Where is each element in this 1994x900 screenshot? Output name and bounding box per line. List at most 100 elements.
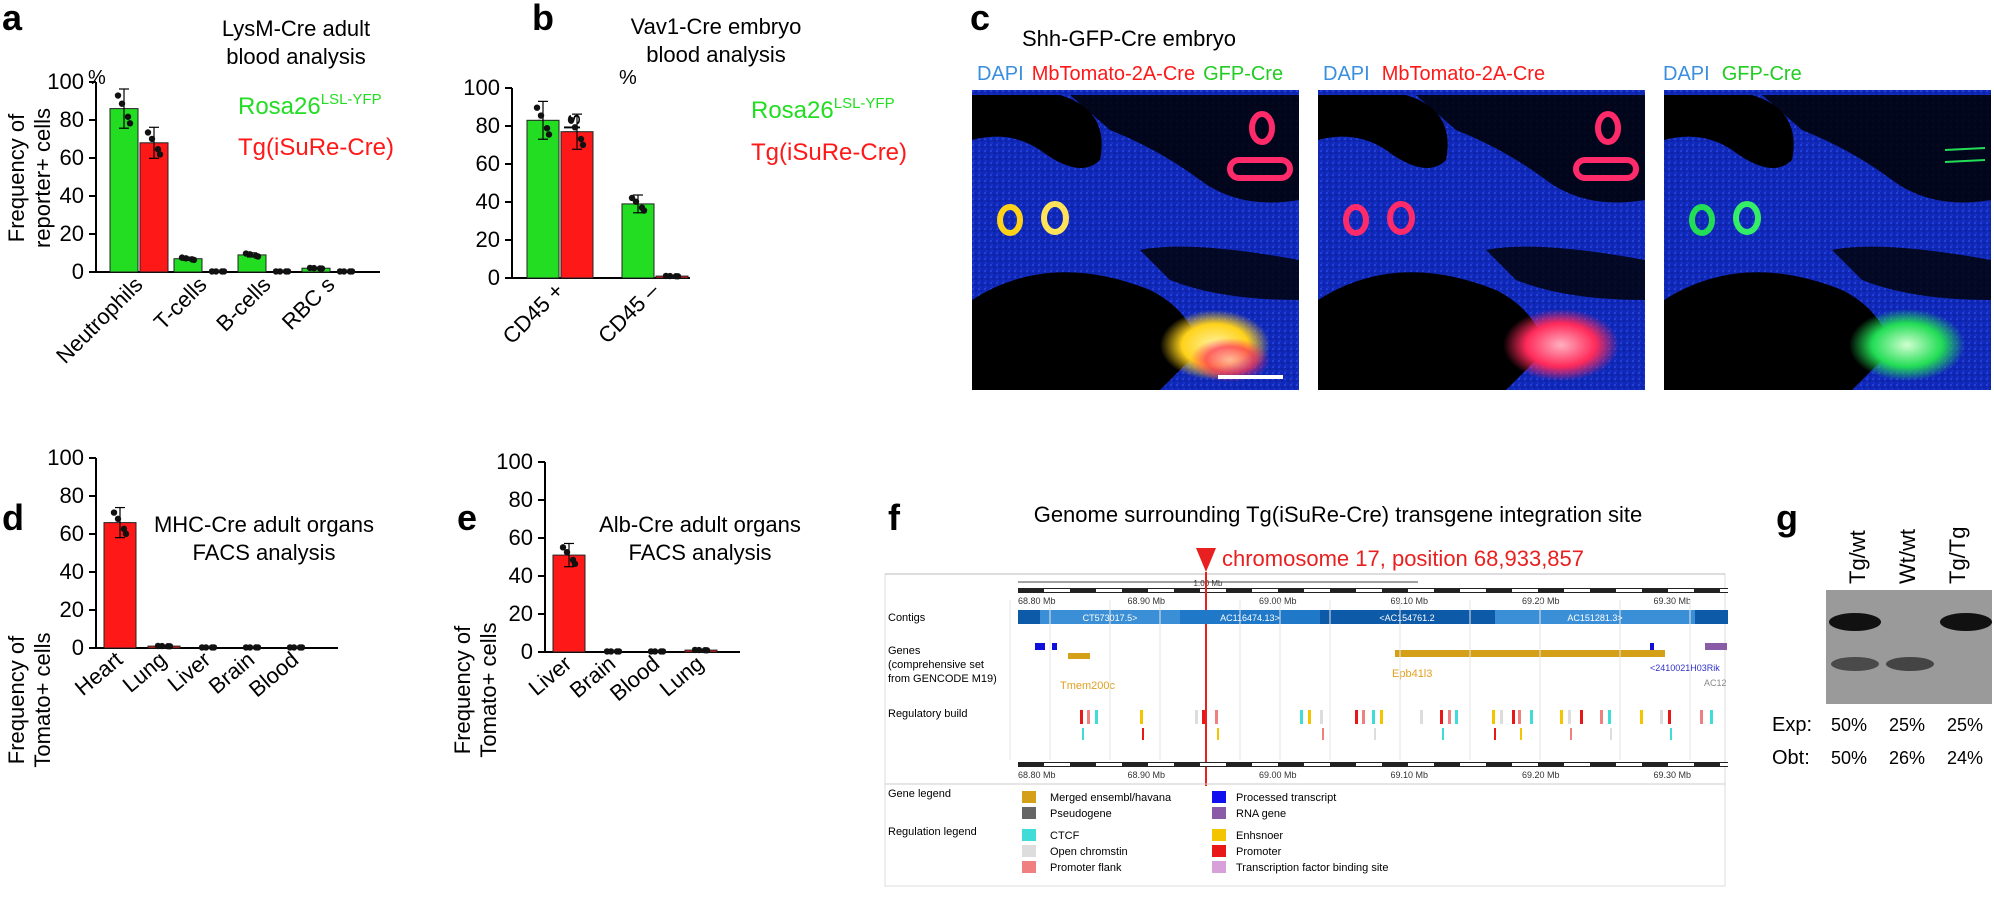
chart-b-legend-rosa: Rosa26LSL-YFP bbox=[751, 95, 895, 124]
data-point bbox=[310, 264, 318, 272]
reg-feature bbox=[1087, 710, 1090, 724]
panel-e: Alb-Cre adult organs FACS analysis Frequ… bbox=[450, 449, 801, 758]
legend-promoter: Promoter bbox=[1236, 846, 1282, 858]
data-point bbox=[122, 530, 130, 538]
data-point bbox=[158, 642, 166, 650]
data-point bbox=[114, 92, 122, 99]
obt-tgtg: 24% bbox=[1947, 748, 1983, 768]
data-point bbox=[640, 207, 648, 214]
exp-wtwt: 25% bbox=[1889, 715, 1925, 735]
reg-feature bbox=[1568, 710, 1571, 724]
integration-site-label: chromosome 17, position 68,933,857 bbox=[1222, 546, 1584, 571]
reg-feature bbox=[1322, 728, 1324, 740]
chart-a-legend-tg: Tg(iSuRe-Cre) bbox=[238, 134, 394, 161]
chart-e-ylabel-2: Tomato+ cells bbox=[476, 622, 501, 757]
img2-tomato-label: MbTomato-2A-Cre bbox=[1382, 63, 1545, 85]
reg-feature bbox=[1300, 710, 1303, 724]
reg-feature bbox=[1518, 710, 1521, 724]
reg-feature bbox=[1640, 710, 1643, 724]
chart-b-title-1: Vav1-Cre embryo bbox=[631, 14, 802, 39]
bar-liver-0 bbox=[552, 554, 586, 653]
reg-feature bbox=[1600, 710, 1603, 724]
gene-ac12: AC12 bbox=[1704, 678, 1727, 688]
chart-a-ylabel-2: reporter+ cells bbox=[30, 108, 55, 248]
gel-image bbox=[1826, 590, 1992, 704]
ruler-tick-label: 68.80 Mb bbox=[1018, 596, 1056, 606]
data-point bbox=[545, 131, 553, 138]
ruler-stripe bbox=[1512, 763, 1538, 766]
panel-letter-d: d bbox=[2, 497, 24, 538]
data-point bbox=[154, 146, 162, 153]
ruler-bottom: 68.80 Mb 68.90 Mb 69.00 Mb 69.10 Mb 69.20 Mb… bbox=[1018, 763, 1746, 780]
ruler-stripe bbox=[1616, 589, 1642, 592]
y-tick-label: 100 bbox=[47, 69, 84, 94]
legend-merged: Merged ensembl/havana bbox=[1050, 792, 1172, 804]
chart-d-title-2: FACS analysis bbox=[192, 540, 335, 565]
genes-label-3: from GENCODE M19) bbox=[888, 673, 997, 685]
chart-a-legend-rosa-main: Rosa26 bbox=[238, 93, 321, 120]
ruler-tick-label: 69.10 Mb bbox=[1391, 596, 1429, 606]
chart-b-unit: % bbox=[619, 67, 637, 89]
reg-feature bbox=[1355, 710, 1358, 724]
data-point bbox=[666, 272, 674, 280]
regulatory-build-label: Regulatory build bbox=[888, 708, 968, 720]
chart-e-title-1: Alb-Cre adult organs bbox=[599, 512, 801, 537]
reg-feature bbox=[1610, 728, 1612, 740]
bar-cd45-0 bbox=[526, 119, 560, 279]
ruler-stripe bbox=[1512, 589, 1538, 592]
micrograph-tomato bbox=[1318, 90, 1645, 390]
data-point bbox=[246, 251, 254, 258]
ruler-stripe bbox=[1460, 589, 1486, 592]
ruler-stripe bbox=[1668, 589, 1694, 592]
ruler-stripe bbox=[1200, 763, 1226, 766]
data-point bbox=[118, 100, 126, 107]
y-tick-label: 60 bbox=[60, 521, 84, 546]
data-point bbox=[166, 643, 174, 650]
legend-enhancer: Enhsnoer bbox=[1236, 830, 1283, 842]
y-tick-label: 20 bbox=[60, 221, 84, 246]
data-point bbox=[212, 268, 220, 275]
category-label: Lung bbox=[655, 651, 709, 702]
ruler-stripe bbox=[1356, 589, 1382, 592]
panel-a: LysM-Cre adult blood analysis % Frequenc… bbox=[4, 16, 394, 368]
reg-feature bbox=[1362, 710, 1365, 724]
data-point bbox=[543, 124, 551, 132]
ruler-tick-label: 69.00 Mb bbox=[1259, 770, 1297, 780]
chart-a-title-2: blood analysis bbox=[226, 44, 365, 69]
chart-a-legend-rosa-sup: LSL-YFP bbox=[321, 91, 382, 108]
y-tick-label: 0 bbox=[521, 639, 533, 664]
y-tick-label: 40 bbox=[60, 183, 84, 208]
data-point bbox=[571, 560, 579, 568]
ruler-stripe bbox=[1044, 763, 1070, 766]
ruler-stripe bbox=[1668, 763, 1694, 766]
genes-label-2: (comprehensive set bbox=[888, 659, 984, 671]
y-tick-label: 80 bbox=[60, 483, 84, 508]
reg-feature bbox=[1440, 710, 1443, 724]
reg-feature bbox=[1215, 710, 1218, 724]
ruler-stripe bbox=[1148, 763, 1174, 766]
panel-letter-g: g bbox=[1776, 497, 1798, 538]
panel-c-img2-labels: DAPI MbTomato-2A-Cre bbox=[1323, 63, 1545, 85]
ruler-stripe bbox=[1564, 589, 1590, 592]
y-tick-label: 20 bbox=[60, 597, 84, 622]
integration-site-marker bbox=[1196, 548, 1216, 572]
y-tick-label: 60 bbox=[476, 151, 500, 176]
data-point bbox=[182, 255, 190, 262]
data-point bbox=[537, 112, 545, 119]
panel-letter-e: e bbox=[457, 497, 477, 538]
ruler-top: 68.80 Mb 68.90 Mb 69.00 Mb 69.10 Mb 69.20 Mb… bbox=[1018, 589, 1746, 606]
data-point bbox=[276, 268, 284, 275]
gene-tmem200c: Tmem200c bbox=[1060, 680, 1116, 692]
legend-rna: RNA gene bbox=[1236, 808, 1286, 820]
reg-feature bbox=[1500, 710, 1503, 724]
ruler-stripe bbox=[1408, 589, 1434, 592]
data-point bbox=[571, 124, 579, 131]
data-point bbox=[703, 647, 711, 654]
y-tick-label: 40 bbox=[60, 559, 84, 584]
data-point bbox=[615, 648, 623, 655]
reg-feature bbox=[1670, 728, 1672, 740]
panel-c: Shh-GFP-Cre embryo DAPI MbTomato-2A-Cre GF… bbox=[972, 26, 1991, 390]
legend-open: Open chromstin bbox=[1050, 846, 1128, 858]
legend-processed: Processed transcript bbox=[1236, 792, 1336, 804]
chart-a-ylabel-1: Frequency of bbox=[4, 113, 29, 242]
